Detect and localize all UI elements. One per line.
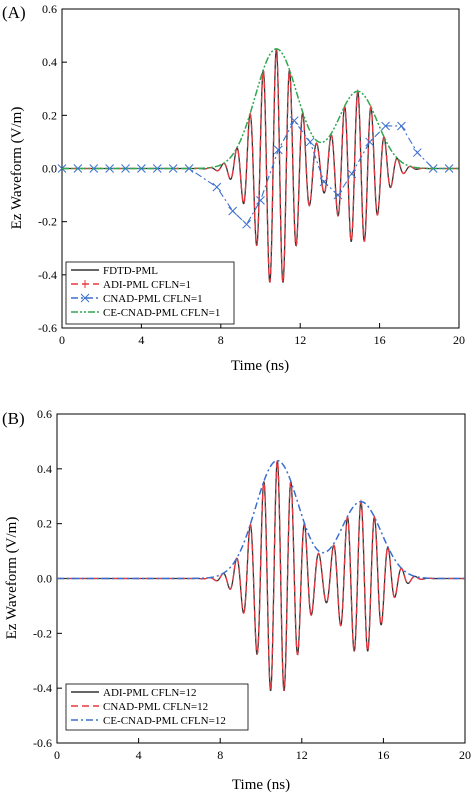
data-point-marker bbox=[228, 206, 238, 216]
data-point-marker bbox=[333, 190, 343, 200]
x-tick-label: 12 bbox=[296, 748, 308, 762]
legend-entry: CNAD-PML CFLN=12 bbox=[71, 701, 208, 713]
x-tick-label: 12 bbox=[294, 333, 306, 347]
y-axis-label: Ez Waveform (V/m) bbox=[4, 517, 20, 640]
axis-ticks: 0 4 8 12 16 20 0.6 0.4 0.2 0.0 -0.2 -0.4 -0.6 bbox=[33, 407, 471, 762]
legend-label: CE-CNAD-PML CFLN=1 bbox=[103, 307, 220, 319]
legend-entry: CE-CNAD-PML CFLN=1 bbox=[71, 307, 220, 319]
series-line bbox=[62, 119, 450, 226]
y-tick-label: 0.6 bbox=[42, 2, 57, 16]
data-point-marker bbox=[73, 164, 83, 173]
legend-entry: CNAD-PML CFLN=1 bbox=[71, 293, 203, 305]
y-tick-label: -0.4 bbox=[33, 681, 52, 695]
data-point-marker bbox=[397, 121, 406, 131]
y-tick-label: 0.6 bbox=[37, 407, 52, 421]
y-axis-label: Ez Waveform (V/m) bbox=[9, 107, 25, 230]
marker-stroke bbox=[274, 145, 283, 155]
legend-entry: CE-CNAD-PML CFLN=12 bbox=[71, 715, 226, 727]
marker-stroke bbox=[319, 177, 329, 187]
legend-label: CNAD-PML CFLN=12 bbox=[103, 701, 208, 713]
panel-label: (A) bbox=[2, 3, 26, 22]
series-layer bbox=[57, 459, 465, 692]
x-tick-label: 8 bbox=[217, 748, 223, 762]
data-point-marker bbox=[381, 121, 390, 131]
x-tick-label: 8 bbox=[218, 333, 224, 347]
chart-panel-a: (A) Ez Waveform (V/m) Time (ns) 0 4 8 12 16 2… bbox=[2, 2, 465, 374]
y-tick-label: 0.4 bbox=[37, 462, 52, 476]
data-point-marker bbox=[274, 145, 283, 155]
marker-stroke bbox=[73, 164, 83, 173]
legend-marker bbox=[80, 293, 90, 303]
panel-label: (B) bbox=[2, 409, 25, 428]
y-tick-label: 0.4 bbox=[42, 55, 57, 69]
x-tick-label: 4 bbox=[138, 333, 144, 347]
legend-label: CNAD-PML CFLN=1 bbox=[103, 293, 203, 305]
marker-stroke bbox=[333, 190, 343, 200]
data-point-marker bbox=[242, 219, 251, 229]
legend-label: CE-CNAD-PML CFLN=12 bbox=[103, 715, 226, 727]
y-tick-label: 0.0 bbox=[37, 572, 52, 586]
legend-label: FDTD-PML bbox=[103, 265, 158, 277]
legend-entry: ADI-PML CFLN=12 bbox=[71, 687, 197, 699]
series-line bbox=[57, 460, 465, 692]
y-tick-label: -0.2 bbox=[38, 215, 57, 229]
data-point-marker bbox=[212, 182, 222, 192]
y-tick-label: -0.6 bbox=[33, 736, 52, 750]
x-tick-label: 16 bbox=[374, 333, 386, 347]
data-point-marker bbox=[412, 148, 422, 157]
series-line bbox=[62, 48, 459, 170]
marker-stroke bbox=[289, 116, 299, 126]
data-point-marker bbox=[184, 164, 194, 173]
y-tick-label: 0.2 bbox=[42, 108, 57, 122]
x-tick-label: 0 bbox=[59, 333, 65, 347]
data-point-marker bbox=[347, 169, 357, 179]
marker-stroke bbox=[412, 148, 422, 157]
x-tick-label: 0 bbox=[54, 748, 60, 762]
data-point-marker bbox=[365, 137, 375, 147]
series-line bbox=[57, 459, 465, 580]
marker-stroke bbox=[121, 164, 130, 173]
legend-entry: FDTD-PML bbox=[71, 265, 158, 277]
data-point-marker bbox=[137, 164, 146, 173]
axis-ticks: 0 4 8 12 16 20 0.6 0.4 0.2 0.0 -0.2 -0.4 -0.6 bbox=[38, 2, 465, 347]
marker-stroke bbox=[305, 137, 315, 147]
y-tick-label: 0.0 bbox=[42, 162, 57, 176]
data-point-marker bbox=[319, 177, 329, 187]
series-layer bbox=[57, 48, 459, 283]
marker-stroke bbox=[242, 219, 251, 229]
x-tick-label: 16 bbox=[377, 748, 389, 762]
x-tick-label: 4 bbox=[136, 748, 142, 762]
data-point-marker bbox=[289, 116, 299, 126]
marker-stroke bbox=[347, 169, 357, 179]
legend: FDTD-PML ADI-PML CFLN=1 CNAD-PML CFLN=1 … bbox=[65, 261, 235, 325]
y-tick-label: 0.2 bbox=[37, 517, 52, 531]
series-line bbox=[62, 48, 459, 283]
legend: ADI-PML CFLN=12 CNAD-PML CFLN=12 CE-CNAD… bbox=[65, 683, 249, 731]
marker-stroke bbox=[212, 182, 222, 192]
marker-stroke bbox=[381, 121, 390, 131]
data-point-marker bbox=[121, 164, 130, 173]
x-axis-label: Time (ns) bbox=[232, 777, 290, 793]
marker-stroke bbox=[228, 206, 238, 216]
marker-stroke bbox=[256, 196, 265, 205]
chart-panel-b: (B) Ez Waveform (V/m) Time (ns) 0 4 8 12 16 2… bbox=[2, 407, 471, 793]
legend-label: ADI-PML CFLN=12 bbox=[103, 687, 197, 699]
marker-stroke bbox=[184, 164, 194, 173]
legend-entry: ADI-PML CFLN=1 bbox=[71, 279, 191, 291]
x-tick-label: 20 bbox=[453, 333, 465, 347]
x-tick-label: 20 bbox=[459, 748, 471, 762]
y-tick-label: -0.2 bbox=[33, 626, 52, 640]
data-point-marker bbox=[256, 196, 265, 205]
legend-label: ADI-PML CFLN=1 bbox=[103, 279, 191, 291]
marker-stroke bbox=[397, 121, 406, 131]
y-tick-label: -0.6 bbox=[38, 321, 57, 335]
marker-stroke bbox=[137, 164, 146, 173]
y-tick-label: -0.4 bbox=[38, 268, 57, 282]
marker-stroke bbox=[365, 137, 375, 147]
legend-box bbox=[65, 261, 235, 325]
data-point-marker bbox=[305, 137, 315, 147]
x-axis-label: Time (ns) bbox=[231, 358, 289, 374]
